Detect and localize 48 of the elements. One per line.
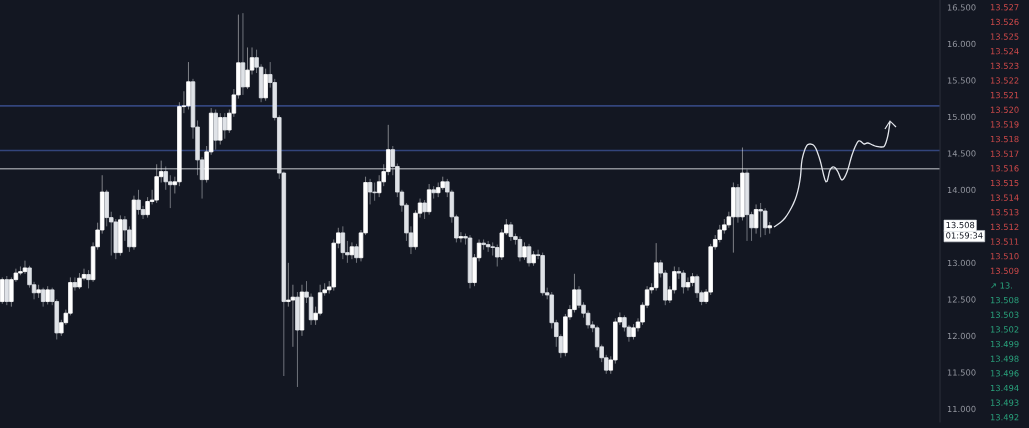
y-tick-label: 16.500 [947,4,976,11]
text: 13.494 [990,384,1019,392]
y-tick-label: 14.000 [947,186,976,194]
text: 13.527 [990,4,1019,11]
text: 13.503 [990,311,1019,318]
candlestick [767,221,772,235]
y-tick-label: 13.000 [947,259,976,267]
text: 13.520 [990,106,1019,113]
text: 13.522 [990,77,1019,84]
text: ↗ 13. [991,282,1012,289]
text: 13.502 [990,326,1019,333]
text: 13.523 [990,62,1019,69]
text: 13.498 [990,355,1019,362]
text: 13.519 [990,121,1019,128]
text: 13.524 [990,48,1019,55]
text: 13.525 [990,33,1019,40]
y-tick-label: 11.500 [947,369,976,376]
text: 13.514 [990,194,1019,201]
text: 13.493 [990,399,1019,406]
y-tick-label: 16.000 [947,40,976,48]
text: 13.518 [990,135,1019,143]
text: 13.508 [990,296,1019,304]
text: 13.508 [946,221,975,229]
text: 01:59:34 [946,232,983,239]
text: 13.512 [990,223,1019,231]
y-tick-label: 15.000 [947,113,976,121]
text: 13.510 [990,253,1019,260]
text: 13.509 [990,267,1019,274]
text: 13.492 [990,414,1019,421]
candlestick [349,241,355,260]
text: 13.526 [990,18,1019,26]
y-tick-label: 15.500 [947,77,976,84]
text: 13.499 [990,340,1019,348]
candlestick [431,185,436,200]
y-tick-label: 12.000 [947,332,976,340]
y-tick-label: 14.500 [947,150,976,157]
y-tick-label: 12.500 [947,296,976,303]
text: 13.515 [990,179,1019,187]
text: 13.516 [990,165,1019,172]
y-tick-label: 11.000 [947,405,976,413]
candlestick [685,277,691,291]
text: 13.496 [990,370,1019,377]
text: 13.521 [990,91,1019,99]
candlestick [72,277,78,291]
text: 13.513 [990,209,1019,216]
text: 13.517 [990,150,1019,157]
candlestick [490,241,495,256]
text: 13.511 [990,238,1019,245]
